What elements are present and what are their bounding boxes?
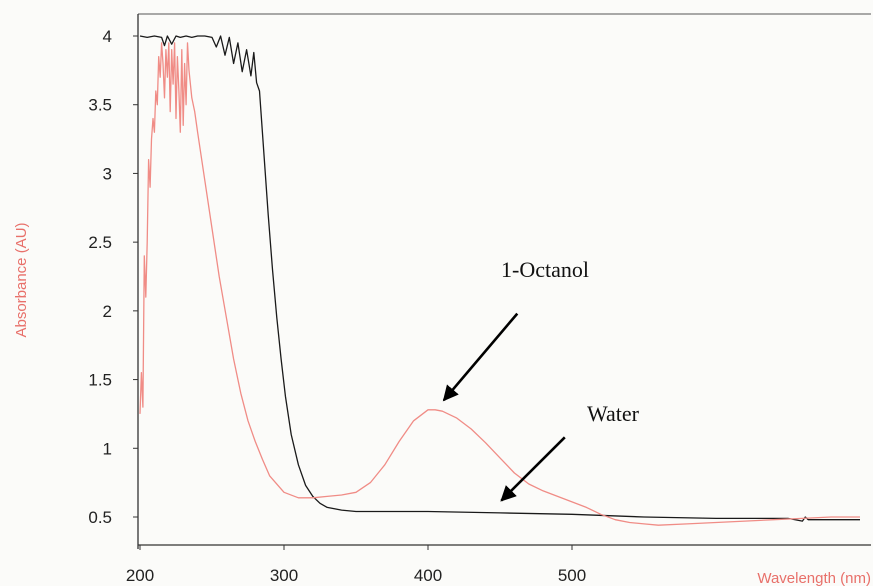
y-axis-title: Absorbance (AU): [13, 222, 30, 337]
annotation-octanol-label: 1-Octanol: [501, 257, 589, 282]
y-tick-label: 3: [103, 164, 112, 183]
x-tick-label: 300: [270, 566, 298, 585]
series-line-dark: [140, 36, 860, 521]
x-axis-title: Wavelength (nm): [757, 570, 871, 586]
x-tick-label: 500: [558, 566, 586, 585]
series-line-red: [140, 43, 860, 525]
x-tick-label: 400: [414, 566, 442, 585]
annotation-octanol-arrow: [444, 314, 517, 401]
y-tick-label: 2.5: [88, 233, 112, 252]
y-tick-label: 1.5: [88, 371, 112, 390]
y-tick-label: 4: [103, 27, 112, 46]
y-tick-label: 3.5: [88, 96, 112, 115]
x-tick-label: 200: [126, 566, 154, 585]
y-tick-label: 1: [103, 439, 112, 458]
annotation-water-label: Water: [587, 401, 640, 426]
y-tick-label: 2: [103, 302, 112, 321]
y-tick-label: 0.5: [88, 508, 112, 527]
